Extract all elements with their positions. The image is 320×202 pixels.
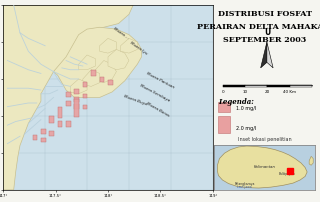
Bar bbox=[83, 94, 87, 99]
Polygon shape bbox=[309, 157, 313, 165]
Text: PERAIRAN DELTA MAHAKAM: PERAIRAN DELTA MAHAKAM bbox=[197, 23, 320, 31]
Bar bbox=[58, 107, 62, 118]
Bar bbox=[75, 89, 79, 94]
Bar bbox=[245, 85, 268, 88]
Text: Muara Iyu: Muara Iyu bbox=[129, 41, 148, 56]
Text: 2.0 mg/l: 2.0 mg/l bbox=[236, 125, 256, 130]
Bar bbox=[41, 138, 45, 142]
Text: Kalimantan: Kalimantan bbox=[254, 165, 276, 169]
Bar bbox=[41, 129, 45, 135]
Bar bbox=[75, 104, 79, 109]
Text: Laut Jawa: Laut Jawa bbox=[237, 185, 252, 188]
Bar bbox=[83, 105, 87, 110]
Polygon shape bbox=[100, 39, 116, 54]
Bar bbox=[75, 100, 79, 117]
Bar bbox=[218, 116, 230, 133]
Text: 0: 0 bbox=[222, 89, 225, 93]
Polygon shape bbox=[83, 70, 100, 87]
Polygon shape bbox=[267, 43, 273, 68]
Text: U: U bbox=[264, 28, 270, 37]
Text: DISTRIBUSI FOSFAT: DISTRIBUSI FOSFAT bbox=[218, 10, 312, 18]
Bar bbox=[268, 85, 290, 88]
Polygon shape bbox=[3, 6, 133, 190]
Polygon shape bbox=[79, 56, 95, 70]
Text: 1.0 mg/l: 1.0 mg/l bbox=[236, 106, 256, 110]
Text: 20: 20 bbox=[265, 89, 270, 93]
Text: Muara Baras: Muara Baras bbox=[146, 101, 170, 117]
Bar bbox=[49, 132, 54, 137]
Text: Palangkaraya: Palangkaraya bbox=[235, 182, 255, 186]
Bar bbox=[290, 85, 312, 88]
Polygon shape bbox=[53, 28, 141, 98]
Polygon shape bbox=[260, 43, 267, 68]
Text: Muara Sembaya: Muara Sembaya bbox=[140, 83, 171, 102]
Text: Muara Pantuan: Muara Pantuan bbox=[146, 70, 175, 89]
Bar bbox=[91, 70, 96, 77]
Bar bbox=[66, 102, 71, 106]
Bar bbox=[108, 80, 113, 86]
Polygon shape bbox=[121, 39, 137, 54]
Polygon shape bbox=[108, 50, 129, 70]
Polygon shape bbox=[95, 61, 116, 83]
Bar bbox=[58, 121, 62, 127]
Text: Muara Buya: Muara Buya bbox=[123, 94, 147, 106]
Text: 40 Km: 40 Km bbox=[283, 89, 296, 93]
Text: Inset lokasi penelitian: Inset lokasi penelitian bbox=[238, 137, 292, 142]
Bar bbox=[33, 136, 37, 140]
Bar bbox=[100, 77, 104, 82]
Bar bbox=[49, 116, 54, 124]
Polygon shape bbox=[217, 146, 307, 188]
Text: Balikpapan: Balikpapan bbox=[279, 171, 295, 175]
Bar bbox=[218, 103, 230, 113]
Text: Legenda:: Legenda: bbox=[218, 98, 254, 106]
Polygon shape bbox=[70, 80, 87, 94]
Bar bbox=[83, 82, 87, 88]
Bar bbox=[223, 85, 245, 88]
Bar bbox=[66, 122, 71, 127]
Text: 10: 10 bbox=[243, 89, 248, 93]
Text: SEPTEMBER 2003: SEPTEMBER 2003 bbox=[223, 36, 307, 43]
Bar bbox=[66, 93, 71, 97]
Bar bbox=[75, 97, 79, 103]
Text: Muara ...: Muara ... bbox=[112, 27, 129, 40]
